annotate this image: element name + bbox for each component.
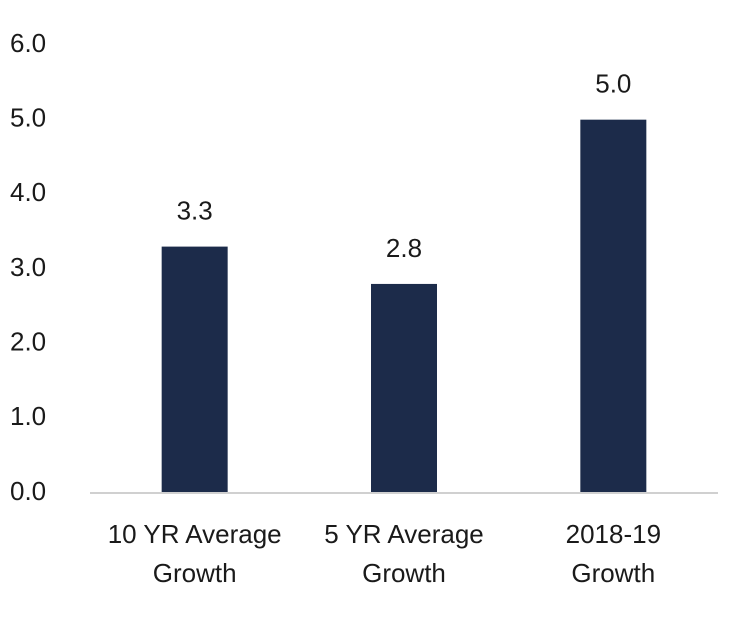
bar [371, 283, 437, 493]
x-tick-label: Growth [362, 558, 446, 588]
x-tick-label: 5 YR Average [324, 519, 484, 549]
x-tick-label: Growth [153, 558, 237, 588]
y-tick-label: 1.0 [10, 401, 46, 431]
y-tick-label: 5.0 [10, 103, 46, 133]
y-axis-ticks: 0.0 1.0 2.0 3.0 4.0 5.0 6.0 [10, 28, 46, 506]
x-tick-label: 2018-19 [566, 519, 661, 549]
data-labels: 3.3 2.8 5.0 [177, 69, 632, 263]
data-label: 3.3 [177, 195, 213, 225]
y-tick-label: 6.0 [10, 28, 46, 58]
data-label: 5.0 [595, 69, 631, 99]
bar [580, 119, 647, 494]
y-tick-label: 2.0 [10, 327, 46, 357]
x-tick-label: Growth [571, 558, 655, 588]
y-tick-label: 0.0 [10, 476, 46, 506]
x-axis-labels: 10 YR Average Growth 5 YR Average Growth 201… [108, 519, 661, 588]
data-label: 2.8 [386, 233, 422, 263]
bar [161, 246, 228, 493]
y-tick-label: 4.0 [10, 177, 46, 207]
x-tick-label: 10 YR Average [108, 519, 282, 549]
bar-series [161, 119, 647, 494]
y-tick-label: 3.0 [10, 252, 46, 282]
